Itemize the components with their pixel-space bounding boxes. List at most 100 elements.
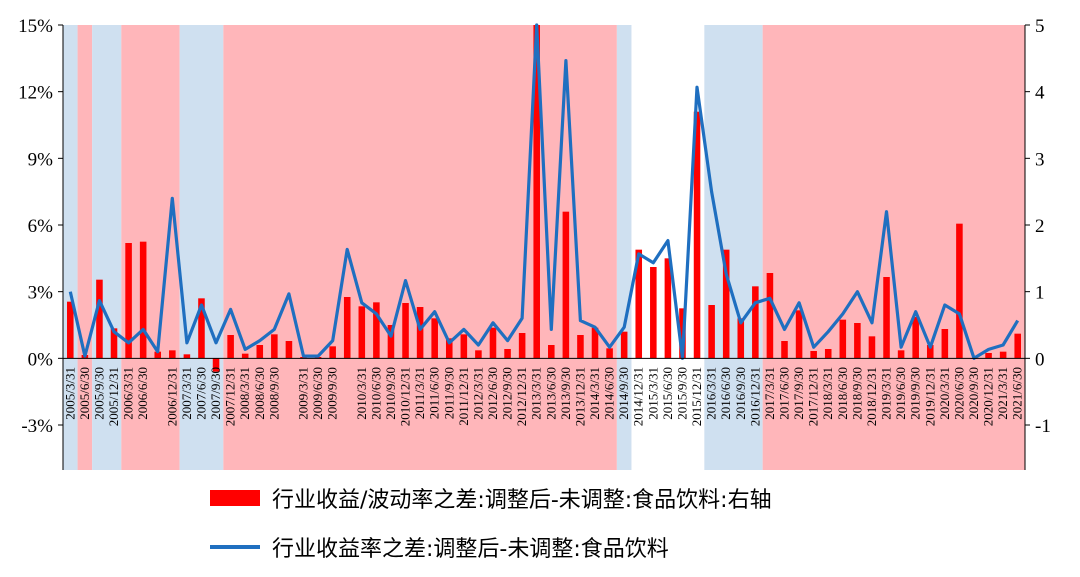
bar: [985, 353, 992, 359]
x-tick-label: 2010/6/30: [368, 367, 383, 420]
x-tick-label: 2014/12/31: [631, 367, 646, 426]
y-right-tick-label: 0: [1035, 349, 1045, 370]
y-left-tick-label: 12%: [18, 83, 53, 104]
bar: [752, 286, 759, 359]
bar: [1014, 333, 1021, 359]
x-tick-label: 2009/6/30: [310, 367, 325, 420]
line-path: [68, 23, 1020, 360]
x-tick-label: 2021/3/31: [995, 367, 1010, 420]
regime-band: [762, 25, 1025, 470]
y-axis-left-ticks: 15% 12% 9% 6% 3% 0% -3%: [18, 16, 63, 437]
x-tick-label: 2012/6/30: [485, 367, 500, 420]
bar: [650, 267, 657, 359]
x-tick-label: 2018/9/30: [849, 367, 864, 420]
bar: [256, 345, 264, 359]
x-tick-label: 2016/9/30: [733, 367, 748, 420]
y-left-tick-label: 6%: [28, 216, 54, 237]
x-tick-label: 2016/3/31: [704, 367, 719, 420]
x-tick-label: 2014/9/30: [616, 367, 631, 420]
y-left-tick-label: 15%: [18, 16, 53, 37]
bar: [343, 297, 351, 359]
bar: [489, 327, 497, 359]
bar: [722, 249, 730, 359]
legend-label-bar: 行业收益/波动率之差:调整后-未调整:食品饮料:右轴: [272, 488, 772, 513]
x-tick-label: 2012/9/30: [500, 367, 515, 420]
x-tick-label: 2006/6/30: [135, 367, 150, 420]
bar: [416, 307, 424, 359]
bar: [591, 327, 599, 359]
bar: [518, 333, 526, 359]
bar: [956, 223, 963, 359]
regime-band: [704, 25, 763, 470]
legend-label-line: 行业收益率之差:调整后-未调整:食品饮料: [272, 537, 669, 562]
bar: [868, 336, 876, 359]
x-tick-label: 2007/6/30: [194, 367, 209, 420]
x-tick-label: 2006/3/31: [121, 367, 136, 420]
bar: [999, 351, 1007, 359]
x-axis-tick-labels: 2005/3/31 2005/6/30 2005/9/30 2005/12/31 200…: [62, 367, 1024, 426]
x-tick-label: 2020/12/31: [981, 367, 996, 426]
bar: [169, 350, 176, 359]
x-tick-label: 2017/12/31: [806, 367, 821, 426]
bar: [620, 331, 628, 359]
bar: [445, 338, 453, 359]
x-tick-label: 2020/3/31: [937, 367, 952, 420]
bar: [883, 277, 890, 359]
y-left-tick-label: 0%: [28, 349, 54, 370]
x-tick-label: 2017/6/30: [777, 367, 792, 420]
x-tick-label: 2019/6/30: [893, 367, 908, 420]
bar: [810, 351, 817, 359]
bar: [941, 329, 949, 359]
bar: [533, 25, 540, 359]
x-tick-label: 2018/3/31: [820, 367, 835, 420]
x-tick-label: 2013/3/31: [529, 367, 544, 420]
legend-swatch-bar: [210, 490, 260, 506]
legend-swatch-line: [210, 545, 260, 549]
regime-band: [223, 25, 617, 470]
x-tick-label: 2017/3/31: [762, 367, 777, 420]
x-tick-label: 2008/6/30: [252, 367, 267, 420]
bar: [635, 249, 643, 359]
bar: [577, 335, 584, 359]
x-tick-label: 2012/3/31: [470, 367, 485, 420]
regime-band: [92, 25, 122, 470]
x-tick-label: 2016/6/30: [718, 367, 733, 420]
x-tick-label: 2015/6/30: [660, 367, 675, 420]
x-tick-label: 2020/9/30: [966, 367, 981, 420]
x-tick-label: 2020/6/30: [951, 367, 966, 420]
x-tick-label: 2013/9/30: [558, 367, 573, 420]
y-left-tick-label: 9%: [28, 149, 54, 170]
axes: [62, 25, 1026, 470]
x-tick-label: 2007/9/30: [208, 367, 223, 420]
x-tick-label: 2018/12/31: [864, 367, 879, 426]
bar: [606, 348, 613, 359]
bar-series: [67, 25, 1021, 372]
bar: [373, 302, 380, 359]
bar: [329, 346, 336, 359]
x-tick-label: 2017/9/30: [791, 367, 806, 420]
x-tick-label: 2008/3/31: [237, 367, 252, 420]
bar: [198, 298, 205, 359]
x-tick-label: 2009/9/30: [325, 367, 340, 420]
x-tick-label: 2012/12/31: [514, 367, 529, 426]
y-right-tick-label: 1: [1035, 283, 1045, 304]
x-tick-label: 2010/9/30: [383, 367, 398, 420]
x-tick-label: 2005/12/31: [106, 367, 121, 426]
x-tick-label: 2011/6/30: [427, 367, 442, 419]
bar: [562, 211, 570, 359]
bar: [96, 279, 103, 359]
bar: [897, 350, 905, 359]
x-tick-label: 2014/3/31: [587, 367, 602, 420]
bar: [839, 319, 847, 359]
x-tick-label: 2008/9/30: [266, 367, 281, 420]
bar: [110, 328, 118, 359]
x-tick-label: 2015/12/31: [689, 367, 704, 426]
bar: [139, 241, 147, 359]
bar: [154, 351, 162, 359]
bar: [475, 350, 482, 359]
bar: [431, 318, 438, 359]
bar: [241, 353, 249, 359]
x-tick-label: 2007/3/31: [179, 367, 194, 420]
x-tick-label: 2013/6/30: [543, 367, 558, 420]
legend-item-line: 行业收益率之差:调整后-未调整:食品饮料: [210, 530, 910, 564]
